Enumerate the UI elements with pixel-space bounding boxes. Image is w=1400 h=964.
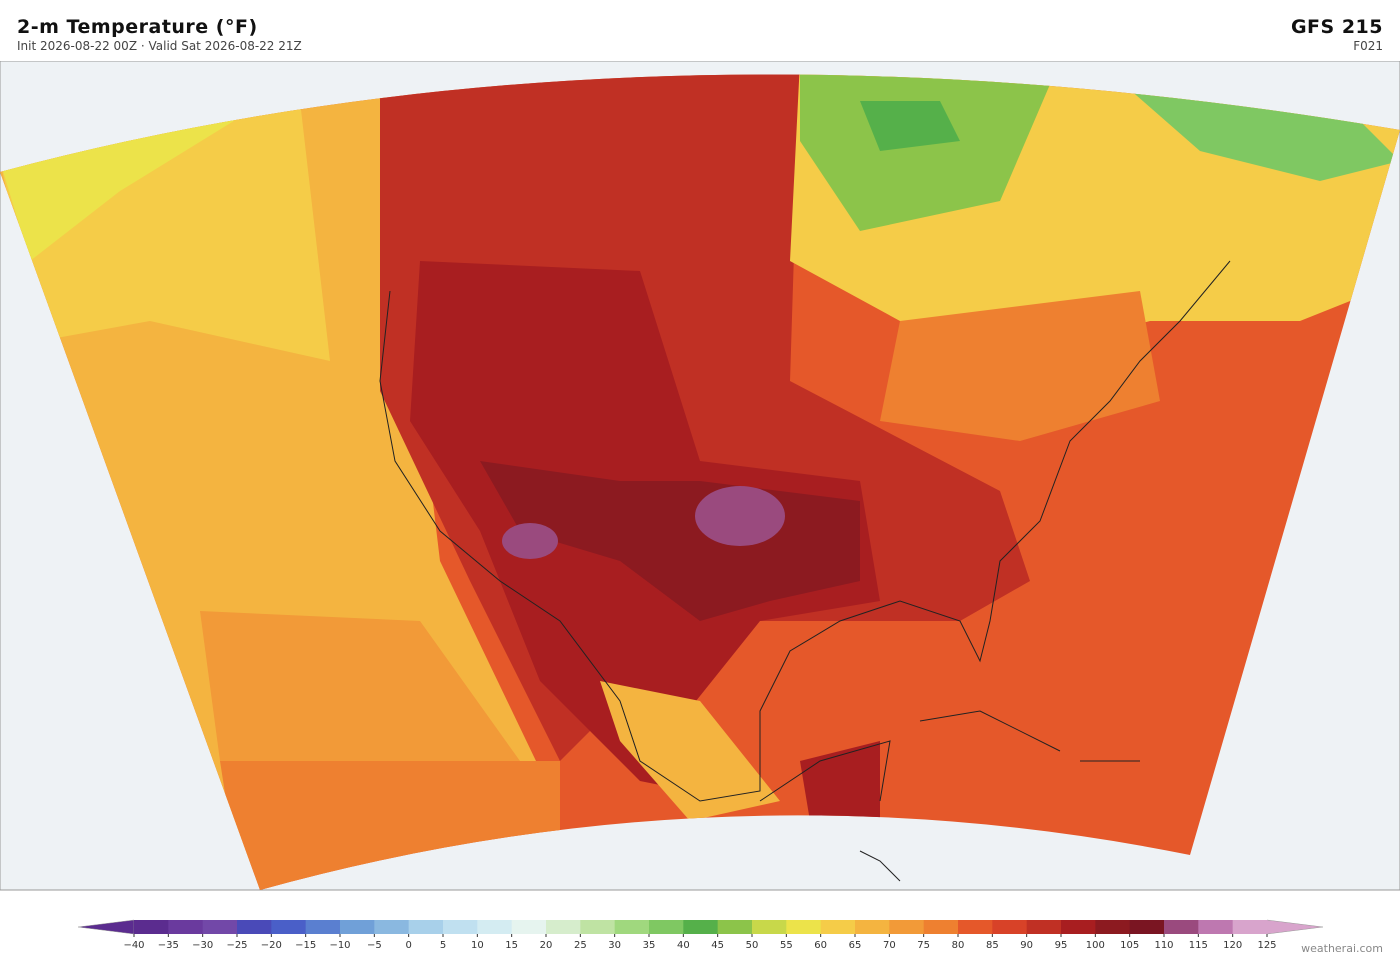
colorbar-tick-label: 60 <box>814 940 827 951</box>
colorbar-segment <box>443 920 478 934</box>
colorbar-segment <box>923 920 959 934</box>
colorbar-tick-label: −35 <box>158 940 179 951</box>
colorbar-tick-label: 70 <box>883 940 896 951</box>
colorbar-extend-low <box>77 919 135 935</box>
colorbar-tick-label: 75 <box>917 940 930 951</box>
colorbar-segment <box>1061 920 1096 934</box>
colorbar-segment <box>1026 920 1062 934</box>
colorbar-segment <box>546 920 581 934</box>
colorbar-tick-label: −30 <box>192 940 213 951</box>
colorbar-segment <box>202 920 238 934</box>
colorbar-segment <box>1198 920 1234 934</box>
coastlines <box>379 260 1231 882</box>
map-subtitle: Init 2026-08-22 00Z · Valid Sat 2026-08-… <box>17 39 302 53</box>
colorbar-tick-label: −20 <box>261 940 282 951</box>
colorbar-segment <box>237 920 272 934</box>
colorbar-segment <box>717 920 753 934</box>
colorbar-segment <box>580 920 616 934</box>
colorbar-tick-label: 10 <box>471 940 484 951</box>
colorbar-segment <box>958 920 993 934</box>
colorbar-tick-label: 105 <box>1120 940 1139 951</box>
forecast-hour: F021 <box>1353 39 1383 53</box>
colorbar-segment <box>855 920 890 934</box>
colorbar-segment <box>614 920 650 934</box>
colorbar-tick-label: −15 <box>295 940 316 951</box>
colorbar-tick-label: −40 <box>123 940 144 951</box>
colorbar-segment <box>305 920 341 934</box>
model-name: GFS 215 <box>1290 16 1383 38</box>
colorbar-segment <box>683 920 719 934</box>
colorbar: −40 −35 −30 −25 −20 −15 −10 −5 0 5 10 15 20 25 30 35 40 4… <box>77 919 1324 951</box>
colorbar-tick-label: 25 <box>574 940 587 951</box>
colorbar-segment <box>374 920 410 934</box>
colorbar-segment <box>511 920 547 934</box>
colorbar-tick-label: 115 <box>1189 940 1208 951</box>
colorbar-tick-label: 120 <box>1223 940 1242 951</box>
map-title: 2-m Temperature (°F) <box>17 16 258 38</box>
colorbar-tick-label: 80 <box>952 940 965 951</box>
colorbar-tick-label: 40 <box>677 940 690 951</box>
colorbar-tick-label: 100 <box>1086 940 1105 951</box>
colorbar-tick-label: 0 <box>405 940 411 951</box>
colorbar-tick-label: 30 <box>608 940 621 951</box>
colorbar-tick-label: 15 <box>505 940 518 951</box>
colorbar-segment <box>1164 920 1199 934</box>
colorbar-segment <box>1095 920 1131 934</box>
colorbar-segment <box>649 920 684 934</box>
colorbar-segment <box>752 920 787 934</box>
colorbar-tick-label: 50 <box>746 940 759 951</box>
colorbar-segment <box>1232 920 1268 934</box>
colorbar-segment <box>271 920 307 934</box>
map <box>0 61 1400 891</box>
credit: weatherai.com <box>1301 942 1383 955</box>
colorbar-tick-label: 5 <box>440 940 446 951</box>
colorbar-tick-label: 35 <box>643 940 656 951</box>
colorbar-segment <box>168 920 204 934</box>
colorbar-tick-label: −10 <box>329 940 350 951</box>
colorbar-extend-high <box>1266 919 1324 935</box>
colorbar-segment <box>134 920 169 934</box>
colorbar-tick-label: −25 <box>226 940 247 951</box>
colorbar-segment <box>1129 920 1165 934</box>
colorbar-tick-label: 95 <box>1055 940 1068 951</box>
colorbar-tick-label: 85 <box>986 940 999 951</box>
colorbar-segment <box>477 920 513 934</box>
colorbar-segment <box>992 920 1028 934</box>
colorbar-segment <box>820 920 856 934</box>
colorbar-tick-label: −5 <box>367 940 382 951</box>
colorbar-segment <box>889 920 925 934</box>
colorbar-tick-label: 55 <box>780 940 793 951</box>
colorbar-tick-label: 125 <box>1257 940 1276 951</box>
colorbar-tick-label: 65 <box>849 940 862 951</box>
colorbar-tick-label: 45 <box>711 940 724 951</box>
colorbar-tick-label: 110 <box>1154 940 1173 951</box>
colorbar-tick-label: 90 <box>1020 940 1033 951</box>
colorbar-segment <box>340 920 375 934</box>
colorbar-segment <box>408 920 444 934</box>
colorbar-tick-label: 20 <box>540 940 553 951</box>
colorbar-segment <box>786 920 822 934</box>
